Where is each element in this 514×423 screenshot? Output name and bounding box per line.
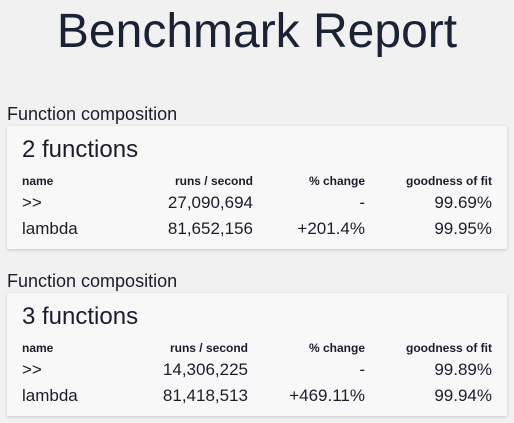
- cell-name: >>: [22, 360, 42, 379]
- column-header-name: name: [22, 174, 54, 188]
- cell-name: lambda: [22, 386, 78, 405]
- cell-fit: 99.89%: [434, 360, 492, 379]
- cell-fit: 99.95%: [434, 219, 492, 238]
- card-title: 3 functions: [22, 303, 139, 330]
- table-header-row: name runs / second % change goodness of …: [7, 172, 507, 190]
- benchmark-card: 2 functions name runs / second % change …: [7, 126, 507, 249]
- benchmark-card: 3 functions name runs / second % change …: [7, 293, 507, 416]
- cell-runs: 81,418,513: [162, 386, 248, 405]
- column-header-runs: runs / second: [174, 174, 253, 188]
- page-title: Benchmark Report: [56, 5, 458, 58]
- cell-change: +469.11%: [289, 386, 365, 405]
- results-table: name runs / second % change goodness of …: [7, 172, 507, 242]
- cell-change: +201.4%: [297, 219, 365, 238]
- cell-fit: 99.94%: [434, 386, 492, 405]
- column-header-fit: goodness of fit: [406, 341, 492, 355]
- card-title: 2 functions: [22, 136, 139, 163]
- cell-runs: 81,652,156: [167, 219, 253, 238]
- cell-change: -: [359, 193, 365, 212]
- table-row: >> 14,306,225 - 99.89%: [7, 357, 507, 383]
- table-row: lambda 81,652,156 +201.4% 99.95%: [7, 216, 507, 242]
- section-label: Function composition: [7, 104, 178, 124]
- cell-change: -: [359, 360, 365, 379]
- cell-name: lambda: [22, 219, 78, 238]
- results-table: name runs / second % change goodness of …: [7, 339, 507, 409]
- column-header-change: % change: [308, 174, 365, 188]
- table-header-row: name runs / second % change goodness of …: [7, 339, 507, 357]
- cell-runs: 27,090,694: [167, 193, 253, 212]
- column-header-fit: goodness of fit: [406, 174, 492, 188]
- cell-fit: 99.69%: [434, 193, 492, 212]
- column-header-runs: runs / second: [169, 341, 248, 355]
- section-label: Function composition: [7, 271, 178, 291]
- table-row: >> 27,090,694 - 99.69%: [7, 190, 507, 216]
- table-row: lambda 81,418,513 +469.11% 99.94%: [7, 383, 507, 409]
- cell-runs: 14,306,225: [162, 360, 248, 379]
- column-header-change: % change: [308, 341, 365, 355]
- column-header-name: name: [22, 341, 54, 355]
- cell-name: >>: [22, 193, 42, 212]
